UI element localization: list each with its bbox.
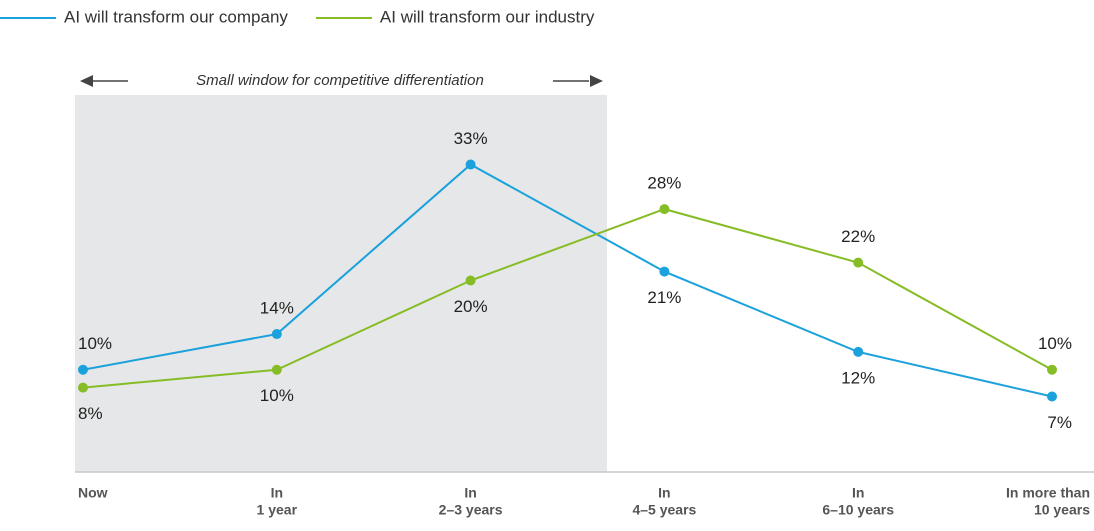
highlight-window bbox=[75, 95, 607, 472]
data-label: 22% bbox=[841, 227, 875, 246]
data-point bbox=[271, 329, 282, 340]
data-label: 14% bbox=[260, 299, 294, 318]
x-tick-label: In bbox=[852, 485, 864, 501]
x-tick-label: 1 year bbox=[257, 502, 298, 518]
data-label: 28% bbox=[647, 174, 681, 193]
x-tick-label: Now bbox=[78, 485, 108, 501]
data-label: 12% bbox=[841, 368, 875, 387]
data-label: 33% bbox=[454, 129, 488, 148]
x-tick-label: In bbox=[658, 485, 670, 501]
series-line bbox=[82, 163, 1053, 398]
data-label: 7% bbox=[1047, 413, 1072, 432]
data-point bbox=[659, 266, 670, 277]
data-point bbox=[465, 159, 476, 170]
data-point bbox=[853, 346, 864, 357]
x-tick-label: 6–10 years bbox=[822, 502, 894, 518]
data-point bbox=[659, 204, 670, 215]
x-tick-label: 4–5 years bbox=[632, 502, 696, 518]
x-tick-label: In bbox=[271, 485, 283, 501]
data-point bbox=[853, 257, 864, 268]
data-point bbox=[271, 364, 282, 375]
data-label: 10% bbox=[78, 334, 112, 353]
x-tick-label: In more than bbox=[1006, 485, 1090, 501]
data-point bbox=[1047, 364, 1057, 375]
data-point bbox=[465, 275, 476, 286]
data-label: 10% bbox=[260, 386, 294, 405]
annotation-arrows bbox=[80, 75, 603, 87]
x-tick-label: In bbox=[464, 485, 476, 501]
data-point bbox=[78, 364, 88, 375]
legend-label: AI will transform our company bbox=[64, 7, 288, 26]
legend-label: AI will transform our industry bbox=[380, 7, 595, 26]
data-label: 20% bbox=[454, 297, 488, 316]
data-point bbox=[1047, 391, 1057, 402]
x-tick-label: 2–3 years bbox=[439, 502, 503, 518]
series-line bbox=[82, 208, 1053, 389]
data-label: 8% bbox=[78, 404, 103, 423]
x-tick-label: 10 years bbox=[1034, 502, 1090, 518]
data-label: 10% bbox=[1038, 334, 1072, 353]
annotation: Small window for competitive differentia… bbox=[196, 72, 484, 89]
data-label: 21% bbox=[647, 288, 681, 307]
data-point bbox=[78, 382, 88, 393]
